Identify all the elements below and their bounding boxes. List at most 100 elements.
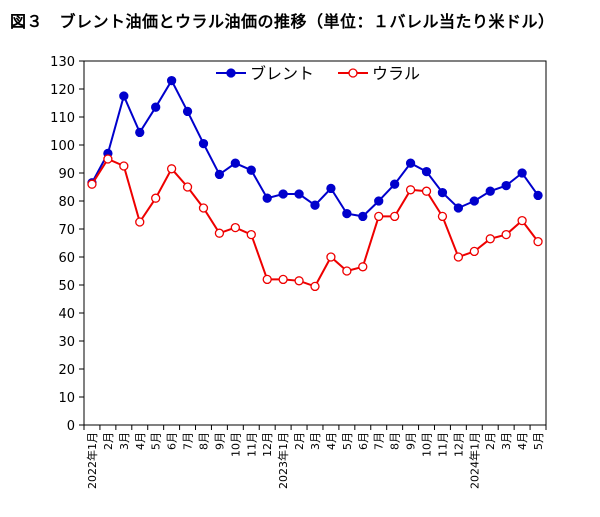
data-point	[166, 75, 177, 86]
x-tick-label: 2023年1月	[276, 432, 290, 489]
x-tick-label: 9月	[405, 432, 418, 450]
data-point	[501, 180, 511, 191]
data-point	[262, 274, 272, 285]
data-point	[342, 208, 352, 219]
data-point	[501, 229, 511, 240]
series-1	[87, 75, 543, 222]
data-point	[358, 262, 368, 272]
data-point	[151, 102, 161, 112]
x-tick-label: 2月	[102, 432, 115, 450]
y-tick-label: 20	[58, 363, 75, 378]
y-tick-label: 90	[58, 167, 75, 182]
data-point	[214, 169, 225, 180]
y-axis: 0 10 20 30 40 50 60 70 80 90 100 110 120 130	[50, 55, 84, 434]
y-tick-label: 30	[58, 335, 75, 350]
legend-marker	[348, 68, 358, 78]
data-point	[533, 236, 543, 247]
x-tick-label: 7月	[373, 432, 386, 450]
data-point	[310, 200, 320, 210]
x-tick-label: 6月	[357, 432, 370, 450]
x-tick-label: 3月	[118, 432, 131, 450]
x-tick-label: 12月	[261, 432, 274, 457]
y-tick-label: 40	[58, 307, 75, 322]
series-2	[87, 154, 543, 292]
data-point	[294, 276, 304, 286]
data-point	[119, 161, 129, 171]
data-point	[103, 154, 113, 164]
data-point	[310, 281, 320, 292]
data-point	[198, 138, 209, 149]
x-tick-label: 4月	[325, 432, 338, 450]
data-point	[182, 106, 193, 117]
legend-label: ウラル	[372, 64, 420, 83]
y-tick-label: 70	[58, 223, 75, 238]
data-point	[374, 196, 384, 206]
data-point	[405, 158, 416, 168]
data-point	[533, 190, 543, 201]
x-tick-label: 8月	[197, 432, 210, 450]
x-tick-label: 4月	[516, 432, 529, 450]
x-tick-label: 11月	[436, 432, 449, 457]
x-tick-label: 2024年1月	[467, 432, 481, 489]
data-point	[374, 211, 384, 222]
data-point	[469, 196, 479, 206]
data-point	[326, 183, 336, 194]
data-point	[198, 203, 209, 213]
data-point	[294, 189, 304, 199]
data-point	[485, 186, 495, 196]
data-point	[230, 158, 240, 168]
x-tick-label: 6月	[166, 432, 179, 450]
data-point	[437, 211, 448, 222]
figure-title: 図３ ブレント油価とウラル油価の推移（単位：１バレル当たり米ドル）	[10, 12, 555, 31]
data-point	[246, 165, 256, 175]
x-tick-label: 2月	[293, 432, 306, 450]
data-point	[421, 166, 432, 177]
data-point	[166, 164, 177, 174]
data-point	[214, 228, 225, 238]
data-point	[135, 127, 145, 138]
x-tick-label: 3月	[309, 432, 322, 450]
y-tick-label: 130	[50, 55, 75, 70]
y-tick-label: 80	[58, 195, 75, 210]
data-point	[358, 211, 368, 222]
data-point	[87, 179, 97, 189]
x-tick-label: 11月	[245, 432, 258, 457]
x-tick-label: 2022年1月	[85, 432, 99, 489]
data-point	[405, 185, 416, 195]
data-point	[390, 179, 400, 189]
data-point	[278, 189, 288, 199]
data-point	[453, 252, 464, 262]
data-point	[135, 217, 145, 227]
x-tick-label: 9月	[213, 432, 226, 450]
y-tick-label: 10	[58, 391, 75, 406]
x-tick-label: 10月	[421, 432, 434, 457]
x-tick-label: 12月	[452, 432, 465, 457]
x-tick-label: 5月	[341, 432, 354, 450]
x-axis: 2022年1月 2月 3月 4月 5月 6月 7月 8月 9月 10月 11月 12月 2023年1月 2…	[83, 425, 547, 489]
x-tick-label: 3月	[500, 432, 513, 450]
data-point	[517, 215, 527, 226]
data-point	[342, 266, 352, 276]
x-tick-label: 2月	[484, 432, 497, 450]
data-point	[278, 274, 288, 285]
data-point	[119, 91, 129, 101]
data-point	[246, 229, 256, 240]
legend: ブレント ウラル	[216, 64, 420, 83]
data-point	[390, 211, 400, 222]
data-point	[262, 193, 272, 203]
y-tick-label: 50	[58, 279, 75, 294]
x-tick-label: 10月	[229, 432, 242, 457]
y-tick-label: 120	[50, 83, 75, 98]
plot-area	[83, 60, 547, 426]
data-point	[517, 168, 527, 178]
series-layer	[87, 75, 543, 292]
data-point	[230, 222, 240, 233]
data-point	[469, 246, 479, 257]
y-tick-label: 0	[67, 419, 75, 434]
data-point	[485, 234, 495, 244]
data-point	[182, 182, 193, 192]
data-point	[453, 203, 464, 213]
y-tick-label: 110	[50, 111, 75, 126]
legend-marker	[226, 68, 236, 78]
